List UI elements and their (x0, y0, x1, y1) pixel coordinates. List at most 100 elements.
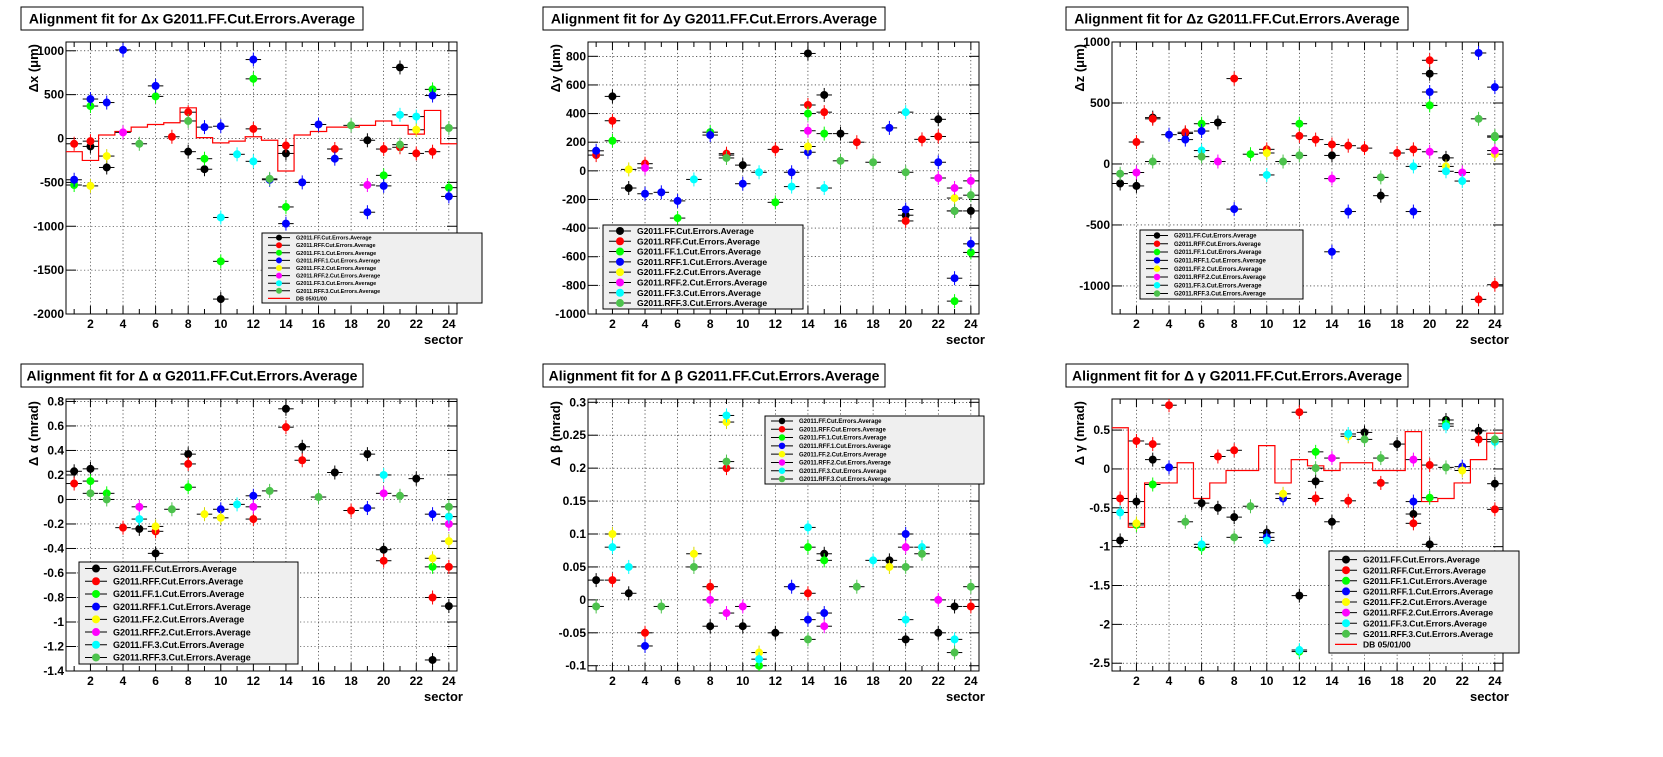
data-point (213, 510, 229, 525)
x-tick-label: 4 (1166, 317, 1173, 331)
data-point (359, 447, 376, 462)
legend-entry: G2011.RFF.2.Cut.Errors.Average (85, 627, 251, 637)
data-point (620, 162, 637, 177)
legend-label: G2011.FF.Cut.Errors.Average (113, 564, 237, 574)
legend-label: G2011.RFF.1.Cut.Errors.Average (1363, 586, 1493, 596)
data-point (702, 579, 718, 594)
x-tick-label: 22 (932, 317, 946, 331)
legend-label: G2011.RFF.1.Cut.Errors.Average (1174, 259, 1266, 265)
y-tick-label: 1000 (37, 44, 64, 58)
data-point (718, 150, 735, 165)
data-point (832, 126, 849, 141)
data-point (963, 599, 979, 614)
legend-entry: G2011.FF.2.Cut.Errors.Average (85, 615, 244, 625)
data-point (930, 171, 947, 185)
legend-label: G2011.FF.Cut.Errors.Average (799, 419, 882, 425)
data-point (1307, 461, 1324, 476)
data-point (424, 88, 441, 103)
data-point (1291, 643, 1308, 658)
y-tick-label: 0.4 (47, 443, 64, 457)
x-tick-label: 24 (442, 317, 456, 331)
data-point (82, 486, 99, 501)
x-tick-label: 10 (736, 317, 750, 331)
data-point (408, 146, 425, 161)
data-point (375, 486, 392, 501)
legend-label: G2011.FF.1.Cut.Errors.Average (1174, 250, 1262, 256)
data-point (897, 105, 914, 120)
data-point (1128, 135, 1145, 150)
x-axis-label: sector (1470, 332, 1509, 347)
x-tick-label: 24 (442, 674, 456, 688)
data-point (82, 474, 99, 489)
legend-label: G2011.RFF.2.Cut.Errors.Average (799, 461, 891, 467)
x-tick-label: 16 (312, 317, 326, 331)
legend-entry: G2011.RFF.3.Cut.Errors.Average (268, 287, 380, 295)
data-point (1210, 500, 1226, 515)
data-point (424, 559, 441, 574)
legend-label: G2011.RFF.3.Cut.Errors.Average (637, 298, 767, 308)
x-tick-label: 14 (279, 317, 293, 331)
y-tick-label: 200 (566, 135, 586, 149)
data-point (1210, 154, 1226, 169)
data-point (718, 454, 735, 469)
data-point (278, 401, 294, 416)
data-point (441, 599, 457, 614)
data-point (897, 559, 914, 574)
data-point (1177, 514, 1194, 529)
data-point (686, 172, 702, 187)
legend-entry: G2011.FF.1.Cut.Errors.Average (771, 434, 887, 442)
legend-label: G2011.RFF.Cut.Errors.Average (637, 236, 760, 246)
legend-box (764, 415, 985, 485)
x-tick-label: 12 (769, 317, 783, 331)
data-point (1405, 142, 1422, 157)
data-point (604, 89, 621, 104)
panel-title: Alignment fit for Δ β G2011.FF.Cut.Error… (549, 368, 880, 384)
data-point (800, 139, 816, 154)
data-point (767, 142, 784, 157)
data-point (865, 553, 881, 568)
data-point (816, 619, 832, 634)
panel-title: Alignment fit for Δy G2011.FF.Cut.Errors… (551, 11, 877, 27)
data-point (637, 160, 653, 175)
legend-entry: G2011.RFF.Cut.Errors.Average (1146, 240, 1261, 248)
legend-entry: G2011.FF.1.Cut.Errors.Average (1146, 248, 1262, 256)
legend-label: G2011.RFF.2.Cut.Errors.Average (113, 627, 251, 637)
x-tick-label: 6 (152, 317, 159, 331)
x-tick-label: 20 (899, 317, 913, 331)
data-point (1340, 493, 1356, 508)
y-tick-label: -2000 (33, 307, 64, 321)
legend-entry: G2011.RFF.2.Cut.Errors.Average (609, 278, 767, 288)
data-point (180, 113, 196, 128)
data-point (294, 453, 310, 468)
data-point (767, 625, 784, 640)
y-axis-label: Δ γ (mrad) (1072, 401, 1087, 465)
legend-label: G2011.RFF.Cut.Errors.Average (296, 243, 376, 249)
plot-frame (587, 41, 980, 315)
y-tick-label: 1000 (1083, 35, 1110, 49)
x-tick-label: 4 (642, 674, 649, 688)
legend-entry: G2011.FF.1.Cut.Errors.Average (1335, 576, 1487, 586)
y-tick-label: 0.05 (563, 560, 587, 574)
legend-entry-db: DB 05/01/00 (1335, 639, 1411, 649)
data-point (180, 105, 196, 120)
data-point (1405, 516, 1422, 531)
data-point (1161, 127, 1177, 142)
data-point (66, 136, 82, 151)
y-tick-label: 0.1 (569, 527, 586, 541)
data-point (1438, 419, 1454, 434)
y-tick-label: 0 (1103, 157, 1110, 171)
y-tick-label: 500 (44, 88, 64, 102)
x-axis-label: sector (1470, 689, 1509, 704)
legend-label: G2011.RFF.1.Cut.Errors.Average (296, 258, 380, 264)
data-point (1373, 170, 1389, 185)
data-point (897, 632, 914, 647)
data-point (392, 488, 408, 503)
data-point (800, 632, 816, 647)
data-point (1405, 159, 1422, 174)
data-point (604, 573, 621, 588)
data-point (180, 456, 196, 471)
data-point (131, 499, 148, 514)
y-tick-label: -1 (1099, 540, 1110, 554)
legend-label: G2011.FF.2.Cut.Errors.Average (296, 266, 376, 272)
